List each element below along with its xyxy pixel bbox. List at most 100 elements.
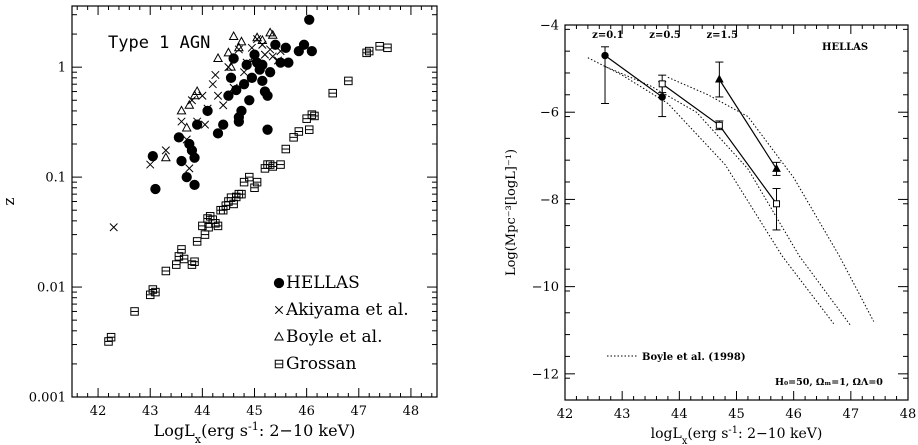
data-point [198,91,207,100]
cross-stroke [239,68,249,77]
data-point [218,119,229,130]
cross-stroke [276,46,285,56]
data-point [181,122,192,132]
model-curve [667,76,875,322]
x-tick-label: 47 [351,404,368,419]
cross-stroke [242,58,251,67]
data-point [294,127,304,136]
model-curve [587,57,835,324]
data-point [268,52,277,61]
data-point [191,119,203,130]
data-point [161,146,170,155]
y-tick-label: 1 [58,61,66,76]
data-point [265,160,275,169]
data-point [233,116,245,127]
data-point [145,290,155,300]
data-point [375,41,384,51]
data-point [772,163,781,172]
data-point [250,183,259,193]
data-point [173,132,185,143]
data-point [192,237,202,246]
x-tick-label: 42 [90,404,107,419]
legend-label: Boyle et al. [286,327,383,347]
data-point [176,105,187,115]
data-point [228,53,239,64]
x-tick-label: 44 [194,404,211,419]
data-point [187,96,197,105]
data-point [184,99,195,109]
cross-stroke [253,34,262,44]
data-point [203,104,212,113]
x-tick-label: 46 [785,407,802,422]
data-point [226,61,237,71]
data-point [236,105,247,117]
cross-stroke [200,120,210,129]
data-point [172,260,181,269]
data-point [280,42,291,53]
data-point [239,177,249,187]
data-point [306,45,318,57]
cross-stroke [273,56,283,65]
data-point [213,52,223,62]
data-point [266,45,275,54]
data-point [187,260,197,269]
data-point [257,59,268,70]
data-point [150,183,161,195]
cross-stroke [213,91,223,100]
data-point [130,307,139,316]
data-point [213,221,223,231]
cross-stroke [258,40,267,49]
data-series [715,61,781,176]
y-tick-label: 0.001 [29,391,66,406]
series-line [718,79,778,170]
y-tick-label: −4 [540,19,559,34]
cross-stroke [198,91,207,100]
cosmology-note: H₀=50, Ωₘ=1, ΩΛ=0 [775,377,883,388]
x-tick-label: 45 [246,404,263,419]
data-point [109,223,118,232]
data-point [234,45,243,54]
cross-stroke [268,52,277,61]
legend-marker [274,331,284,341]
data-point [289,133,298,142]
data-point [238,79,250,90]
series-line [661,83,778,205]
cross-stroke [182,135,191,144]
legend: HELLAS Akiyama et al. Boyle et al. Grossan [273,273,409,374]
x-tick-label: 43 [614,407,631,422]
data-point [189,179,200,191]
cross-stroke [185,164,194,173]
series-akiyama-et-al- [109,34,285,232]
data-point [276,46,285,56]
data-point [202,105,213,117]
data-point [177,245,186,254]
data-point [190,257,199,266]
cross-stroke [247,43,256,52]
x-tick-label: 48 [900,407,917,422]
x-tick-label: 48 [403,404,420,419]
data-point [249,52,260,62]
y-tick-label: −6 [540,106,559,121]
cross-stroke [208,80,217,89]
series-line [604,55,663,98]
series-grossan [104,41,392,346]
cross-stroke [109,223,118,232]
chart-title: Type 1 AGN [108,33,210,53]
data-point [258,40,267,49]
x-tick-label: 47 [843,407,860,422]
cross-stroke [193,117,202,126]
redshift-label: z=0.5 [649,30,680,41]
data-point [236,36,247,46]
data-point [245,172,254,182]
data-point [262,90,273,101]
data-point [362,48,371,58]
data-series [658,74,781,231]
y-tick-label: −12 [532,367,559,382]
data-point [208,80,217,89]
data-series [601,46,667,118]
data-point [151,287,160,297]
legend-label: Akiyama et al. [285,300,409,320]
data-point [200,230,210,239]
data-point [273,56,283,65]
